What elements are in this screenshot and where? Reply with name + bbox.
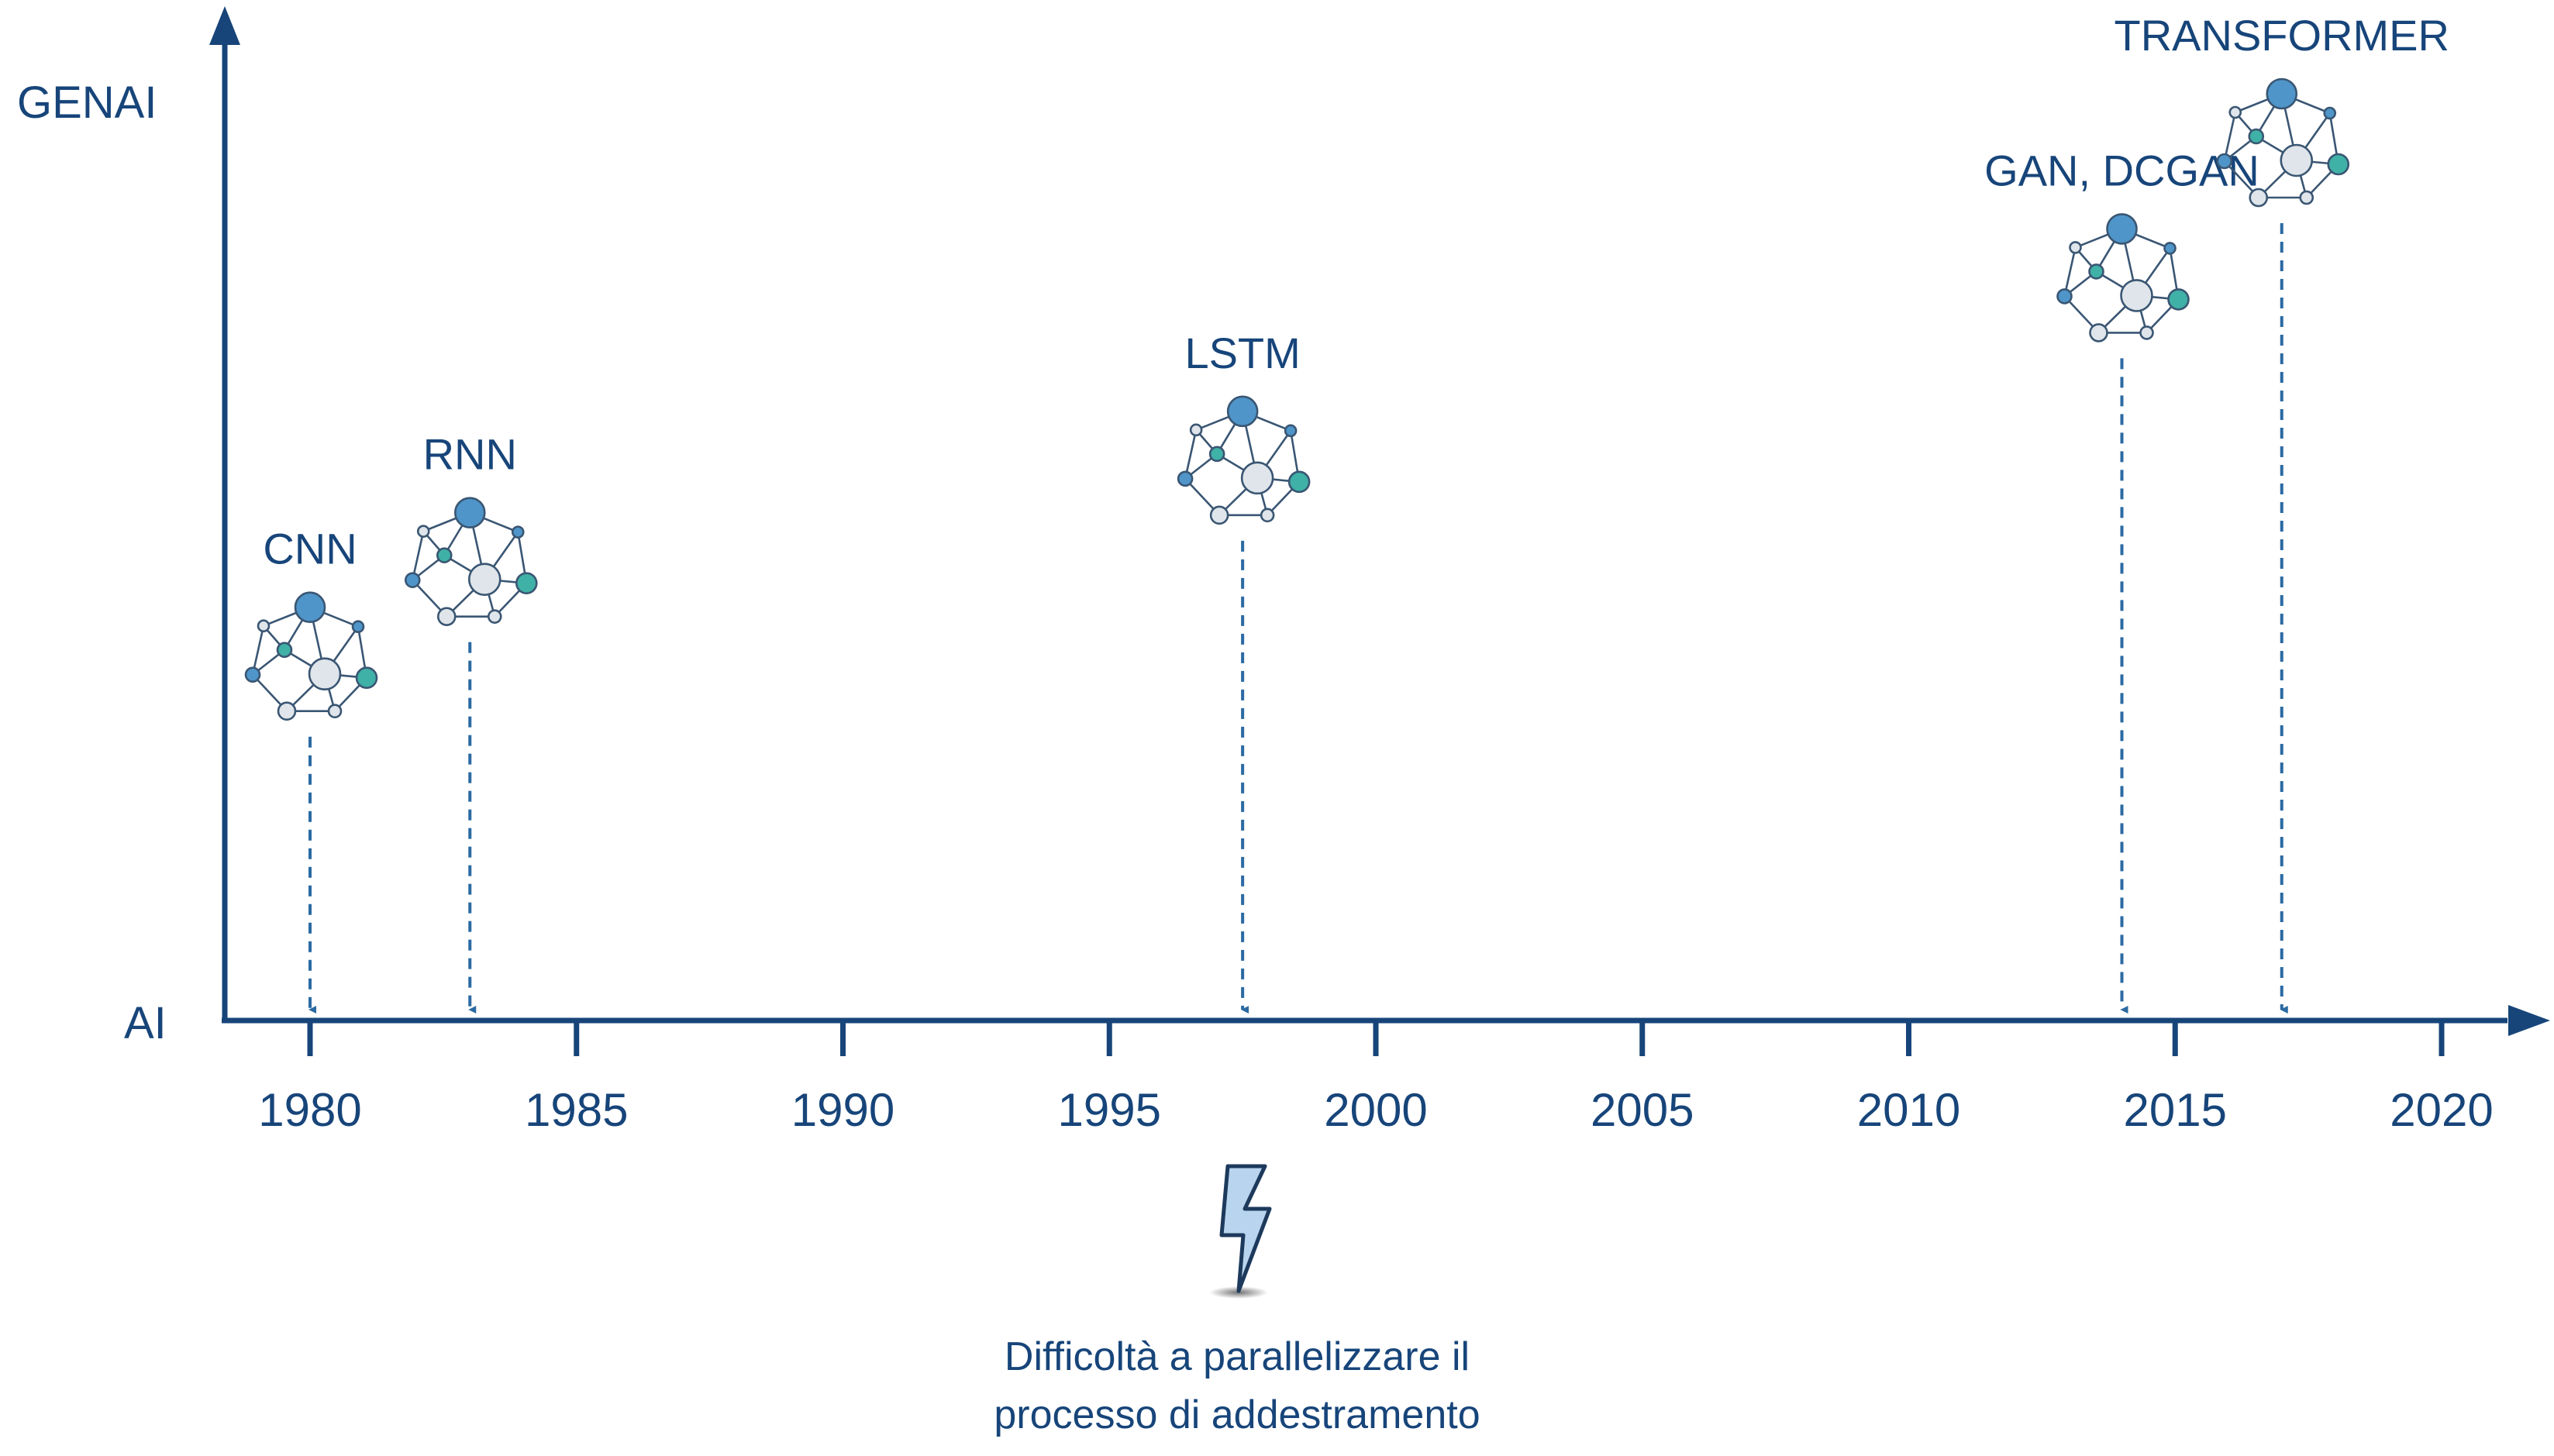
event-transformer: TRANSFORMER [2115, 11, 2449, 1014]
event-cnn: CNN [244, 525, 378, 1014]
event-label: LSTM [1184, 329, 1300, 377]
neural-network-icon [244, 591, 378, 721]
neural-network-icon [404, 497, 538, 626]
timeline-events: CNN RNN LSTM GAN, DCGAN TRANSFORMER [244, 11, 2449, 1014]
tick-label: 1990 [791, 1084, 894, 1136]
tick-label: 1995 [1058, 1084, 1161, 1136]
tick-label: 2010 [1857, 1084, 1960, 1136]
tick-label: 1980 [258, 1084, 361, 1136]
event-label: CNN [263, 525, 357, 573]
parallelization-note: Difficoltà a parallelizzare il processo … [994, 1164, 1480, 1437]
lightning-icon [1219, 1164, 1272, 1293]
y-axis-arrowhead [209, 6, 240, 45]
event-gan-dcgan: GAN, DCGAN [1984, 146, 2259, 1014]
event-rnn: RNN [404, 430, 538, 1014]
y-axis-bottom-label: AI [124, 998, 167, 1048]
neural-network-icon [2216, 77, 2350, 208]
timeline-ticks: 1980 1985 1990 1995 2000 2005 2010 2015 2020 [258, 1021, 2494, 1136]
note-line-1: Difficoltà a parallelizzare il [1005, 1334, 1470, 1379]
event-label: TRANSFORMER [2115, 11, 2449, 60]
event-lstm: LSTM [1177, 329, 1311, 1014]
tick-label: 2000 [1324, 1084, 1427, 1136]
axes: GENAI AI [17, 6, 2550, 1048]
note-line-2: processo di addestramento [994, 1392, 1480, 1437]
event-label: RNN [423, 430, 517, 479]
y-axis-top-label: GENAI [17, 77, 157, 128]
x-axis-arrowhead [2508, 1005, 2550, 1036]
neural-network-icon [2056, 213, 2190, 342]
event-label: GAN, DCGAN [1984, 146, 2259, 194]
tick-label: 2020 [2390, 1084, 2493, 1136]
tick-label: 2005 [1591, 1084, 1694, 1136]
tick-label: 1985 [525, 1084, 628, 1136]
neural-network-icon [1177, 395, 1311, 525]
tick-label: 2015 [2124, 1084, 2227, 1136]
